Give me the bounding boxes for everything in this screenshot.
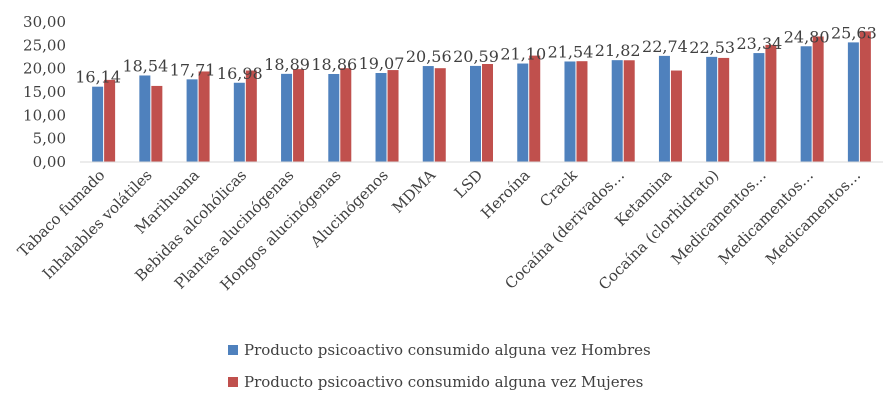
data-label: 20,56	[406, 47, 452, 66]
y-axis: 0,00 5,00 10,00 15,00 20,00 25,00 30,00	[23, 13, 66, 171]
data-label: 18,86	[311, 55, 357, 74]
data-label: 17,71	[170, 60, 216, 79]
bar-hombres	[847, 42, 859, 162]
legend-label-hombres: Producto psicoactivo consumido alguna ve…	[244, 341, 651, 359]
bar-hombres	[328, 73, 340, 162]
x-tick-label: Heroína	[477, 166, 533, 222]
y-tick-label: 0,00	[33, 153, 66, 171]
bar-mujeres	[198, 71, 210, 162]
x-tick-label: MDMA	[388, 166, 439, 217]
data-label: 18,89	[264, 55, 310, 74]
bar-mujeres	[623, 60, 635, 162]
bar-hombres	[706, 56, 718, 162]
x-tick-label: Crack	[536, 165, 581, 210]
data-label: 18,54	[122, 56, 168, 75]
bar-mujeres	[293, 69, 305, 162]
data-label: 21,54	[548, 42, 594, 61]
y-tick-label: 30,00	[23, 13, 66, 31]
y-tick-label: 25,00	[23, 36, 66, 54]
bar-mujeres	[482, 64, 493, 162]
bar-hombres	[139, 75, 151, 162]
bar-mujeres	[340, 68, 352, 162]
data-label: 16,98	[217, 64, 263, 83]
bar-hombres	[800, 46, 812, 162]
bar-hombres	[564, 61, 576, 163]
legend-mujeres: Producto psicoactivo consumido alguna ve…	[228, 373, 643, 391]
bar-mujeres	[812, 36, 824, 162]
legend-swatch-hombres	[228, 345, 238, 355]
bar-hombres	[375, 73, 387, 162]
bar-hombres	[281, 73, 293, 162]
y-tick-label: 20,00	[23, 60, 66, 78]
bar-mujeres	[387, 70, 399, 162]
bar-hombres	[233, 82, 245, 162]
data-label: 21,10	[500, 45, 546, 64]
bar-mujeres	[576, 61, 588, 163]
bar-mujeres	[245, 70, 257, 162]
bar-hombres	[470, 65, 481, 162]
bar-mujeres	[434, 68, 446, 162]
legend-swatch-mujeres	[228, 377, 238, 387]
y-tick-label: 5,00	[33, 130, 66, 148]
bar-mujeres	[765, 44, 777, 163]
bar-hombres	[92, 86, 104, 162]
data-label: 16,14	[75, 68, 121, 87]
y-tick-label: 10,00	[23, 106, 66, 124]
bar-mujeres	[151, 85, 163, 162]
legend-hombres: Producto psicoactivo consumido alguna ve…	[228, 341, 651, 359]
bar-mujeres	[104, 79, 116, 162]
x-tick-label: LSD	[451, 166, 487, 202]
bar-mujeres	[859, 31, 871, 162]
bar-mujeres	[718, 57, 730, 162]
data-label: 25,63	[831, 23, 877, 42]
bar-hombres	[422, 66, 434, 162]
bar-hombres	[186, 79, 198, 162]
bar-hombres	[517, 63, 529, 162]
data-label: 20,59	[453, 47, 499, 66]
bar-hombres	[753, 53, 765, 162]
legend-label-mujeres: Producto psicoactivo consumido alguna ve…	[244, 373, 644, 391]
bar-hombres	[611, 60, 623, 162]
x-tick-label: Tabaco fumado	[14, 166, 108, 260]
data-label: 22,74	[642, 37, 688, 56]
bar-mujeres	[529, 55, 541, 162]
bar-mujeres	[670, 70, 682, 162]
y-tick-label: 15,00	[23, 83, 66, 101]
data-label: 19,07	[359, 54, 405, 73]
data-label: 21,82	[595, 41, 641, 60]
data-label: 23,34	[737, 34, 783, 53]
data-label: 22,53	[689, 38, 735, 57]
data-label: 24,80	[784, 27, 830, 46]
bar-hombres	[658, 55, 670, 162]
bars	[80, 31, 883, 163]
